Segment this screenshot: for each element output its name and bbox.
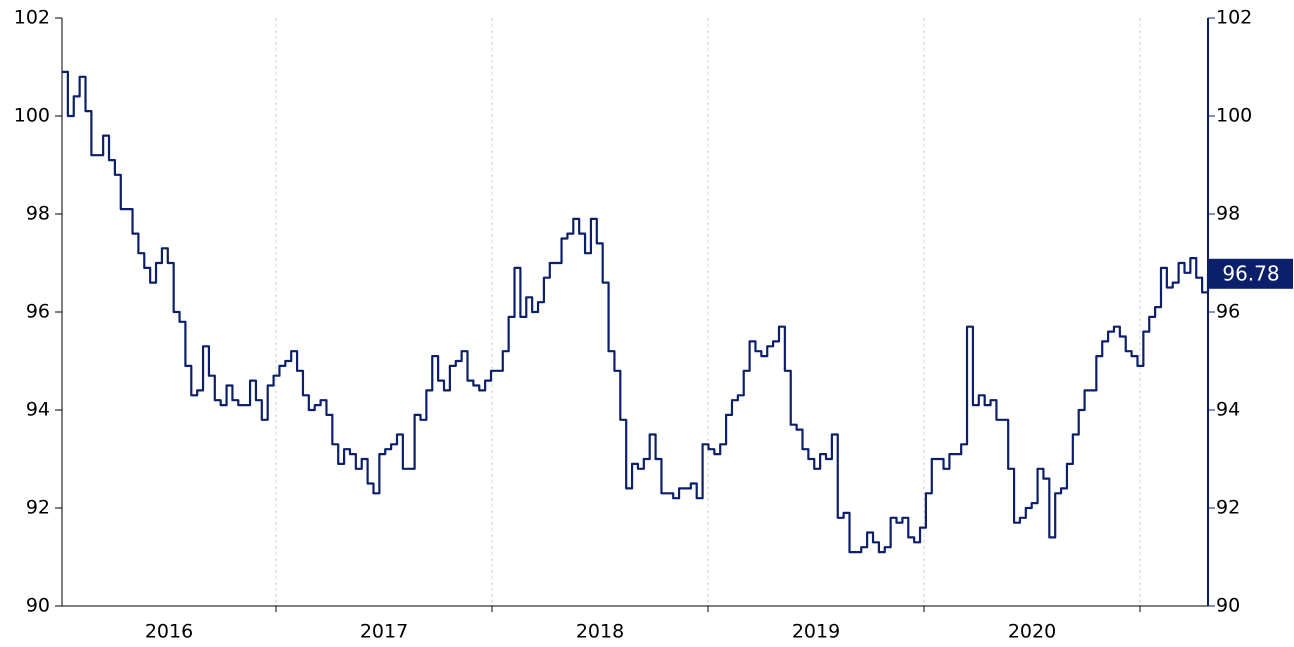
y2-tick-label: 90 (1216, 595, 1240, 617)
x-tick-label: 2020 (1008, 621, 1056, 643)
y-tick-label: 100 (14, 105, 50, 127)
x-tick-label: 2016 (145, 621, 193, 643)
y2-tick-label: 102 (1216, 7, 1252, 29)
y2-tick-label: 94 (1216, 399, 1240, 421)
x-tick-label: 2019 (792, 621, 840, 643)
y2-tick-label: 92 (1216, 497, 1240, 519)
y-tick-label: 96 (26, 301, 50, 323)
y2-tick-label: 98 (1216, 203, 1240, 225)
last-value-label: 96.78 (1222, 261, 1279, 285)
y2-tick-label: 100 (1216, 105, 1252, 127)
y-tick-label: 90 (26, 595, 50, 617)
y-tick-label: 98 (26, 203, 50, 225)
y2-tick-label: 96 (1216, 301, 1240, 323)
last-value-box (1209, 258, 1293, 289)
y-tick-label: 94 (26, 399, 50, 421)
y-tick-label: 102 (14, 7, 50, 29)
x-tick-label: 2017 (360, 621, 408, 643)
line (62, 70, 1210, 554)
y-tick-label: 92 (26, 497, 50, 519)
x-tick-label: 2018 (576, 621, 624, 643)
